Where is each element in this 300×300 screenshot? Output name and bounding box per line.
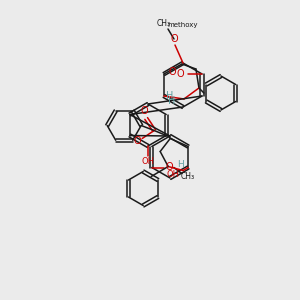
Text: O: O	[176, 69, 184, 79]
Text: O: O	[168, 67, 176, 77]
Text: OH: OH	[167, 170, 180, 179]
Text: CH₃: CH₃	[157, 19, 171, 28]
Text: OH: OH	[142, 158, 154, 166]
Text: H: H	[177, 160, 184, 169]
Text: H: H	[168, 96, 175, 106]
Text: H: H	[166, 91, 174, 101]
Text: methoxy: methoxy	[168, 22, 198, 28]
Text: O: O	[170, 34, 178, 44]
Text: O: O	[134, 136, 141, 146]
Text: CH₃: CH₃	[181, 172, 195, 181]
Text: O: O	[165, 163, 172, 172]
Text: O: O	[140, 106, 148, 116]
